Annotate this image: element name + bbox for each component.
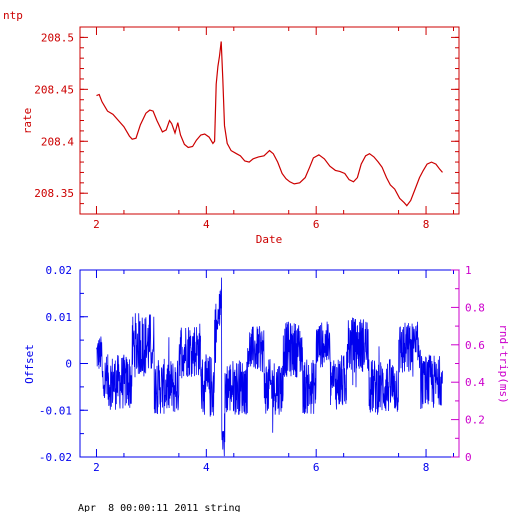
- roundtrip-y-tick-label: 0.8: [465, 301, 485, 314]
- offset-series-line: [96, 277, 443, 457]
- rate-y-axis-label: rate: [21, 108, 34, 135]
- rate-x-axis-label: Date: [256, 233, 283, 246]
- offset-x-tick-label: 8: [423, 461, 430, 474]
- rate-x-tick-label: 4: [203, 218, 210, 231]
- rate-series-line: [96, 41, 443, 207]
- rate-y-tick-label: 208.4: [41, 135, 74, 148]
- rate-y-tick-label: 208.35: [34, 187, 74, 200]
- offset-x-tick-label: 2: [93, 461, 100, 474]
- figure-label: ntp: [3, 9, 23, 22]
- roundtrip-y-tick-label: 0.2: [465, 414, 485, 427]
- offset-y-tick-label: 0: [65, 358, 72, 371]
- roundtrip-y-tick-label: 0.6: [465, 339, 485, 352]
- rate-y-tick-label: 208.45: [34, 83, 74, 96]
- rate-y-tick-label: 208.5: [41, 31, 74, 44]
- offset-y-tick-label: 0.01: [46, 311, 73, 324]
- roundtrip-y-tick-label: 1: [465, 264, 472, 277]
- rate-x-tick-label: 8: [423, 218, 430, 231]
- offset-x-tick-label: 6: [313, 461, 320, 474]
- rate-x-tick-label: 6: [313, 218, 320, 231]
- offset-y-tick-label: 0.02: [46, 264, 73, 277]
- offset-x-tick-label: 4: [203, 461, 210, 474]
- offset-y-tick-label: -0.02: [39, 451, 72, 464]
- rate-chart: 2 4 6 8 208.35 208.4 208.45 208.5 rate Date: [21, 26, 460, 246]
- offset-y-tick-label: -0.01: [39, 404, 72, 417]
- roundtrip-y-tick-label: 0.4: [465, 376, 485, 389]
- offset-y-axis-label: Offset: [23, 344, 36, 384]
- rate-plot-frame: [79, 26, 460, 215]
- roundtrip-y-axis-label: rnd-trip(ms): [497, 324, 510, 403]
- roundtrip-y-tick-label: 0: [465, 451, 472, 464]
- footer-timestamp: Apr 8 00:00:11 2011 string: [78, 503, 241, 512]
- offset-chart: 2 4 6 8 -0.02 -0.01 0 0.01 0.02 0 0.2 0.4 0.6 0.8 1 Of…: [23, 264, 510, 474]
- rate-x-tick-label: 2: [93, 218, 100, 231]
